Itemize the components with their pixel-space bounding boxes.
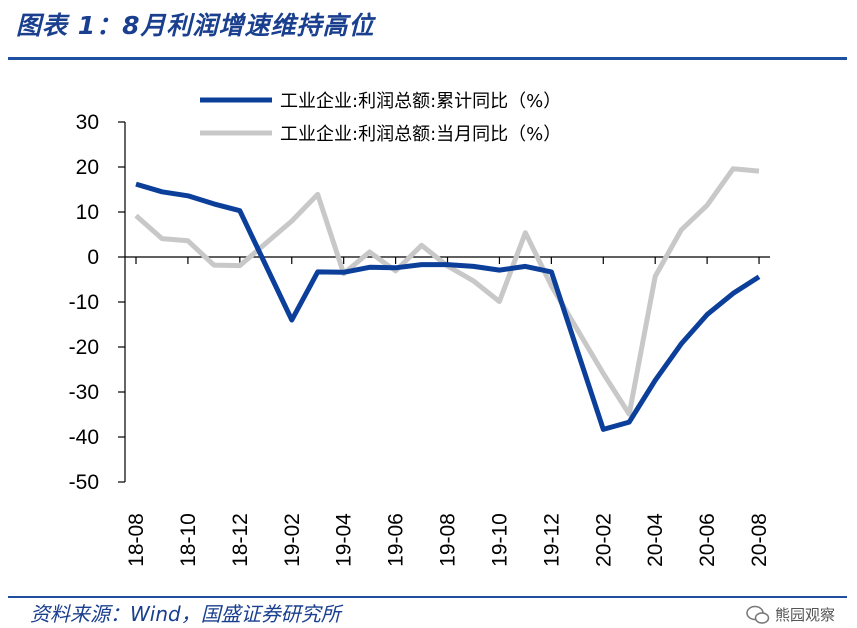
x-tick-label: 20-06 bbox=[696, 513, 719, 567]
series-lines bbox=[134, 166, 761, 432]
x-tick-label: 19-06 bbox=[385, 513, 408, 567]
title-divider bbox=[8, 57, 847, 60]
legend-label-0: 工业企业:利润总额:累计同比（%） bbox=[280, 91, 561, 112]
figure-title: 图表 1：8月利润增速维持高位 bbox=[16, 11, 375, 40]
x-tick-label: 19-10 bbox=[488, 513, 511, 567]
y-tick-label: 10 bbox=[76, 201, 99, 224]
x-tick-label: 20-02 bbox=[592, 513, 615, 567]
x-tick-label: 20-04 bbox=[644, 513, 667, 567]
y-tick-label: -50 bbox=[69, 471, 99, 494]
watermark: 熊园观察 bbox=[746, 604, 835, 625]
legend-label-1: 工业企业:利润总额:当月同比（%） bbox=[280, 124, 561, 145]
x-tick-label: 20-08 bbox=[748, 513, 771, 567]
y-tick-label: 30 bbox=[76, 111, 99, 134]
legend: 工业企业:利润总额:累计同比（%） 工业企业:利润总额:当月同比（%） bbox=[200, 91, 561, 145]
footer-divider bbox=[8, 596, 847, 598]
y-tick-label: -40 bbox=[69, 426, 99, 449]
y-tick-label: 0 bbox=[87, 246, 99, 269]
line-chart: 30 20 10 0 -10 -20 -30 -40 -50 18-08 18-10 18-12 19… bbox=[69, 91, 771, 567]
x-axis: 18-08 18-10 18-12 19-02 19-04 19-06 19-08 19-10… bbox=[125, 256, 771, 567]
x-tick-label: 18-10 bbox=[177, 513, 200, 567]
y-tick-label: -30 bbox=[69, 381, 99, 404]
y-tick-label: 20 bbox=[76, 156, 99, 179]
x-tick-label: 18-12 bbox=[229, 513, 252, 567]
x-tick-label: 19-08 bbox=[437, 513, 460, 567]
y-tick-label: -20 bbox=[69, 336, 99, 359]
series-line-0 bbox=[135, 181, 761, 432]
x-tick-label: 19-02 bbox=[281, 513, 304, 567]
y-tick-label: -10 bbox=[69, 291, 99, 314]
y-axis: 30 20 10 0 -10 -20 -30 -40 -50 bbox=[69, 111, 126, 494]
x-tick-label: 18-08 bbox=[125, 513, 148, 567]
watermark-text: 熊园观察 bbox=[774, 606, 835, 624]
x-tick-label: 19-12 bbox=[540, 513, 563, 567]
source-note: 资料来源：Wind，国盛证券研究所 bbox=[30, 602, 341, 626]
wechat-icon bbox=[746, 605, 770, 624]
x-tick-label: 19-04 bbox=[333, 513, 356, 567]
